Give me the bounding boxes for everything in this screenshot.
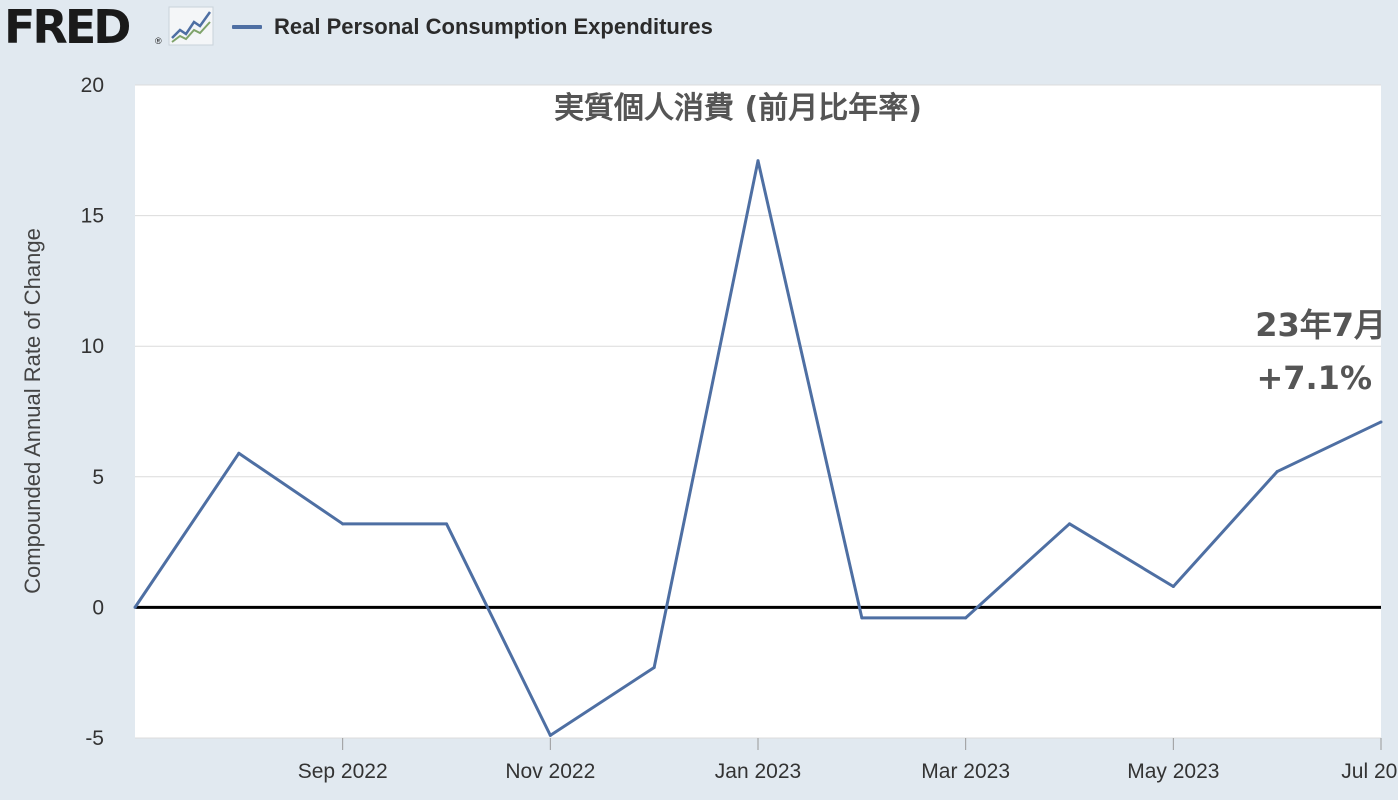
plot-area	[135, 85, 1381, 738]
data-point	[964, 616, 968, 620]
y-axis-title: Compounded Annual Rate of Change	[20, 228, 45, 594]
data-point	[756, 159, 760, 163]
y-tick-label: 20	[81, 74, 104, 97]
data-point	[1068, 522, 1071, 526]
y-tick-label: 10	[81, 335, 104, 358]
registered-mark: ®	[155, 36, 162, 46]
y-tick-label: 15	[81, 205, 104, 228]
y-tick-labels: -5 0 5 10 15 20	[81, 74, 104, 750]
data-point	[445, 522, 448, 526]
data-point	[133, 605, 137, 609]
legend-swatch	[232, 25, 262, 29]
data-point	[341, 522, 345, 526]
data-point	[548, 733, 552, 737]
x-tick-label: Jan 2023	[715, 760, 801, 783]
chart-header: FRED ® Real Personal Consumption Expendi…	[0, 0, 1398, 56]
data-points	[133, 159, 1383, 737]
annotation-date: 23年7月	[1255, 306, 1386, 344]
annotation-value: +7.1%	[1256, 359, 1372, 397]
x-tick-label: May 2023	[1127, 760, 1219, 783]
data-point	[860, 616, 864, 620]
data-point	[237, 451, 241, 455]
y-tick-label: -5	[85, 727, 104, 750]
legend-series-label: Real Personal Consumption Expenditures	[274, 14, 713, 39]
chart-title: 実質個人消費 (前月比年率)	[554, 91, 922, 126]
x-tick-label: Jul 2023	[1341, 760, 1398, 783]
y-tick-label: 0	[92, 596, 104, 619]
data-point	[1171, 585, 1175, 589]
line-chart-icon	[168, 6, 214, 46]
data-point	[1275, 470, 1279, 474]
data-point	[1379, 420, 1383, 424]
y-tick-label: 5	[92, 466, 104, 489]
x-tick-label: Mar 2023	[921, 760, 1010, 783]
x-tick-label: Sep 2022	[298, 760, 388, 783]
fred-logo[interactable]: FRED	[4, 0, 131, 54]
x-ticks: Sep 2022 Nov 2022 Jan 2023 Mar 2023 May 2023…	[298, 738, 1398, 783]
data-point	[652, 665, 656, 669]
x-tick-label: Nov 2022	[505, 760, 595, 783]
